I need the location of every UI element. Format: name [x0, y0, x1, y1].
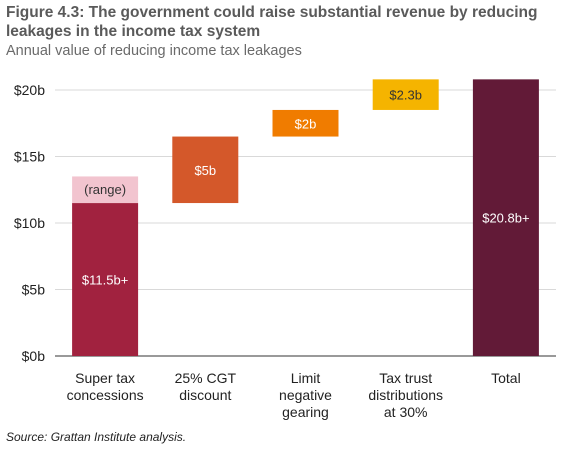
y-tick-label: $15b — [14, 149, 45, 165]
x-category-label: at 30% — [384, 404, 428, 420]
x-category-label: Tax trust — [379, 370, 432, 386]
x-category-label: discount — [179, 387, 231, 403]
bar — [472, 79, 539, 357]
x-category-label: concessions — [67, 387, 144, 403]
data-label: $11.5b+ — [82, 273, 128, 288]
bar — [272, 109, 339, 137]
chart-subtitle: Annual value of reducing income tax leak… — [6, 43, 302, 59]
x-category-label: Super tax — [75, 370, 135, 386]
data-label: $5b — [194, 163, 216, 178]
x-category-label: distributions — [368, 387, 443, 403]
range-label: (range) — [84, 182, 126, 197]
x-category-label: Limit — [291, 370, 321, 386]
range-band — [72, 176, 139, 204]
bar — [172, 136, 239, 204]
x-category-label: 25% CGT — [175, 370, 237, 386]
data-label: $20.8b+ — [482, 211, 529, 226]
x-category-label: Total — [491, 370, 521, 386]
data-label: $2b — [295, 116, 317, 131]
bar — [72, 203, 139, 356]
data-label: $2.3b — [389, 88, 422, 103]
y-tick-label: $20b — [14, 82, 45, 98]
y-tick-label: $5b — [22, 282, 46, 298]
y-tick-label: $0b — [22, 348, 46, 364]
chart-source: Source: Grattan Institute analysis. — [6, 430, 187, 444]
x-category-label: gearing — [282, 404, 329, 420]
bar — [372, 79, 439, 110]
chart-title: Figure 4.3: The government could raise s… — [6, 4, 538, 40]
y-tick-label: $10b — [14, 215, 45, 231]
x-category-label: negative — [279, 387, 332, 403]
